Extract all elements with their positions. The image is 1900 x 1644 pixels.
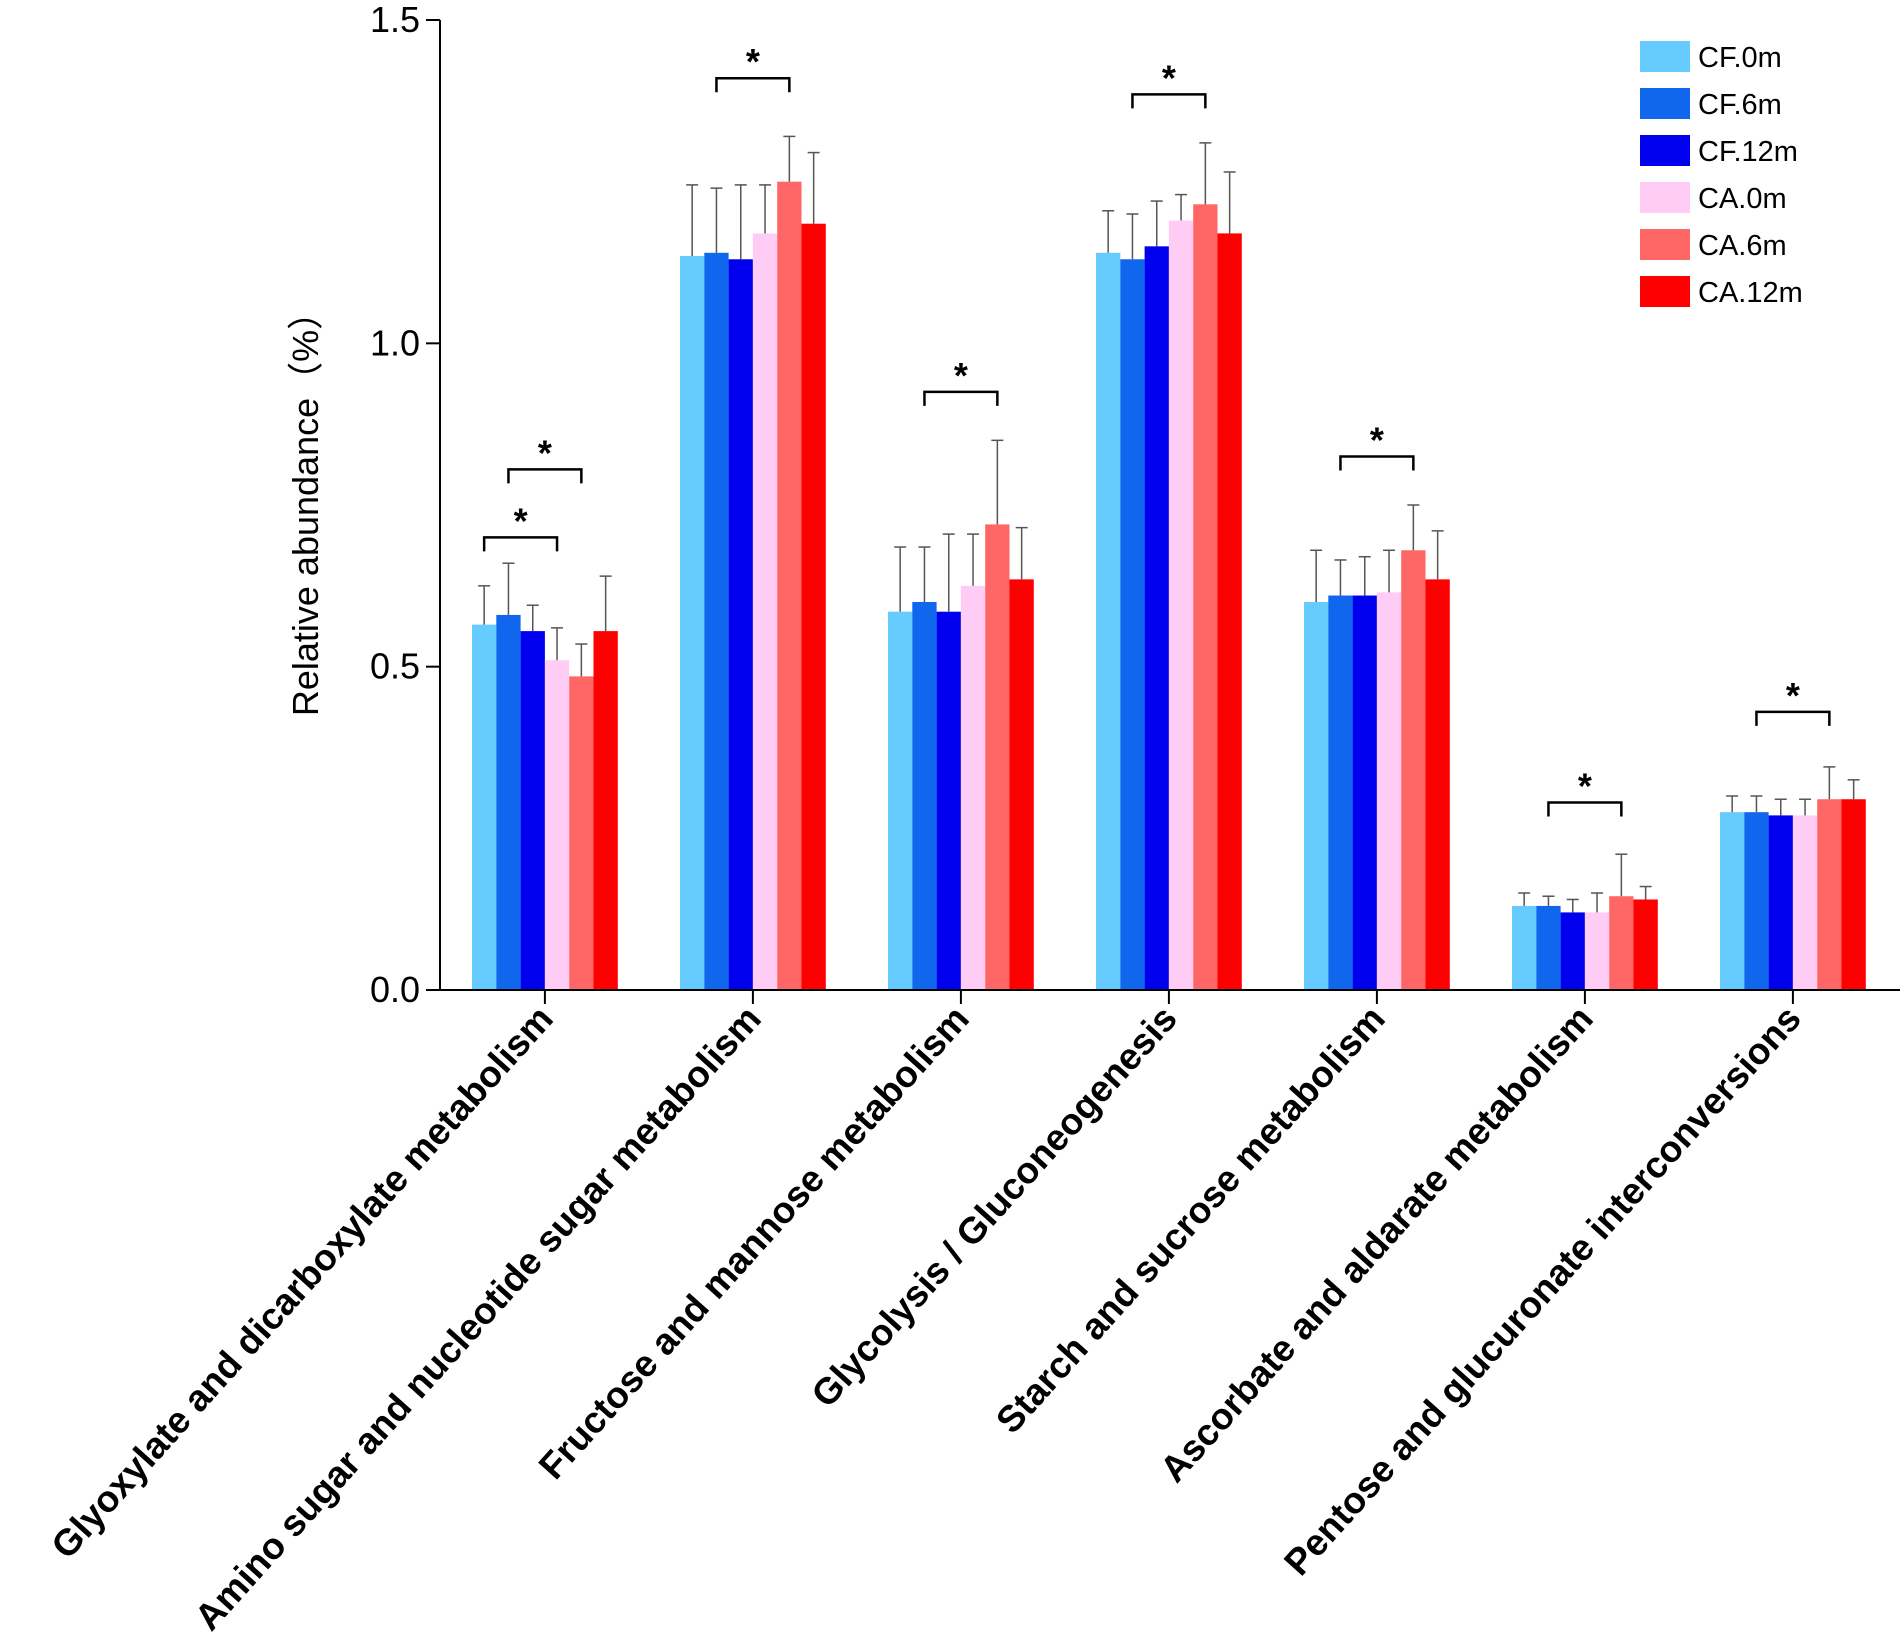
bar <box>801 223 826 990</box>
legend-label: CA.0m <box>1698 183 1787 215</box>
bar <box>1512 905 1537 990</box>
legend-label: CA.12m <box>1698 277 1803 309</box>
legend-label: CF.12m <box>1698 136 1798 168</box>
significance-bracket <box>1339 455 1415 471</box>
bar <box>1792 815 1818 990</box>
significance-bracket <box>507 468 583 484</box>
bar <box>520 631 545 990</box>
x-tick-label: Ascorbate and aldarate metabolism <box>1152 998 1601 1490</box>
error-bars-layer <box>478 135 1860 913</box>
y-tick-label: 0.0 <box>370 969 420 1010</box>
significance-star: * <box>954 355 968 396</box>
bar <box>1609 896 1634 990</box>
bar <box>1144 246 1169 991</box>
legend: CF.0m CF.6m CF.12m CA.0m CA.6m CA.12m <box>1640 41 1803 309</box>
bar <box>1768 815 1793 990</box>
bar <box>593 631 618 990</box>
significance-star: * <box>1370 420 1384 461</box>
bar <box>472 624 497 990</box>
bar <box>777 181 802 990</box>
bar <box>1817 799 1842 990</box>
bar <box>1633 899 1658 990</box>
bar <box>1584 912 1610 990</box>
x-tick-label: Glycolysis / Gluconeogenesis <box>804 998 1185 1415</box>
legend-label: CA.6m <box>1698 230 1787 262</box>
axes <box>439 20 1900 991</box>
significance-star: * <box>1786 675 1800 716</box>
bar <box>1304 602 1329 990</box>
bar <box>569 676 594 990</box>
bar <box>1720 812 1745 990</box>
bar <box>1352 595 1377 990</box>
bar <box>1328 595 1353 990</box>
bar <box>1193 204 1218 991</box>
significance-bracket <box>1755 710 1831 726</box>
x-tick-label: Starch and sucrose metabolism <box>988 998 1393 1441</box>
bar <box>1401 550 1426 990</box>
bar <box>1217 233 1242 990</box>
significance-bracket <box>1131 93 1207 109</box>
bar <box>936 611 961 990</box>
legend-label: CF.0m <box>1698 42 1782 74</box>
bar <box>1744 812 1769 990</box>
significance-star: * <box>538 432 552 473</box>
bar <box>1841 799 1866 990</box>
bar <box>1560 912 1585 990</box>
bars-layer <box>472 181 1866 991</box>
bar <box>496 614 521 990</box>
bar <box>704 252 729 991</box>
y-tick-label: 1.0 <box>370 322 420 363</box>
legend-swatch <box>1640 276 1690 307</box>
bar <box>1009 579 1034 990</box>
bar <box>680 256 705 990</box>
bar <box>544 660 570 990</box>
significance-bracket <box>715 76 791 93</box>
y-ticks: 0.0 0.5 1.0 1.5 <box>370 0 440 1010</box>
bar <box>960 585 986 990</box>
legend-swatch <box>1640 135 1690 166</box>
bar <box>912 602 937 990</box>
bar <box>1096 252 1121 991</box>
x-ticks: Glyoxylate and dicarboxylate metabolismA… <box>43 990 1809 1638</box>
significance-bracket <box>923 390 999 406</box>
bar <box>888 611 913 990</box>
y-axis-label: Relative abundance（%） <box>285 294 326 716</box>
legend-swatch <box>1640 88 1690 119</box>
bar <box>985 524 1010 990</box>
y-tick-label: 1.5 <box>370 0 420 40</box>
significance-star: * <box>514 500 528 541</box>
bar <box>1120 259 1145 990</box>
y-tick-label: 0.5 <box>370 646 420 687</box>
legend-swatch <box>1640 182 1690 213</box>
significance-bracket <box>1547 801 1623 817</box>
bar <box>1168 220 1194 990</box>
bar <box>1376 592 1402 990</box>
x-tick-label: Fructose and mannose metabolism <box>531 998 977 1487</box>
significance-layer: ******** <box>482 41 1831 817</box>
bar <box>728 259 753 990</box>
bar <box>1536 905 1561 990</box>
significance-star: * <box>1578 765 1592 806</box>
legend-swatch <box>1640 41 1690 72</box>
bar <box>1425 579 1450 990</box>
significance-star: * <box>746 41 760 82</box>
significance-star: * <box>1162 57 1176 98</box>
legend-label: CF.6m <box>1698 89 1782 121</box>
bar <box>752 233 778 990</box>
significance-bracket <box>482 536 559 552</box>
legend-swatch <box>1640 229 1690 260</box>
